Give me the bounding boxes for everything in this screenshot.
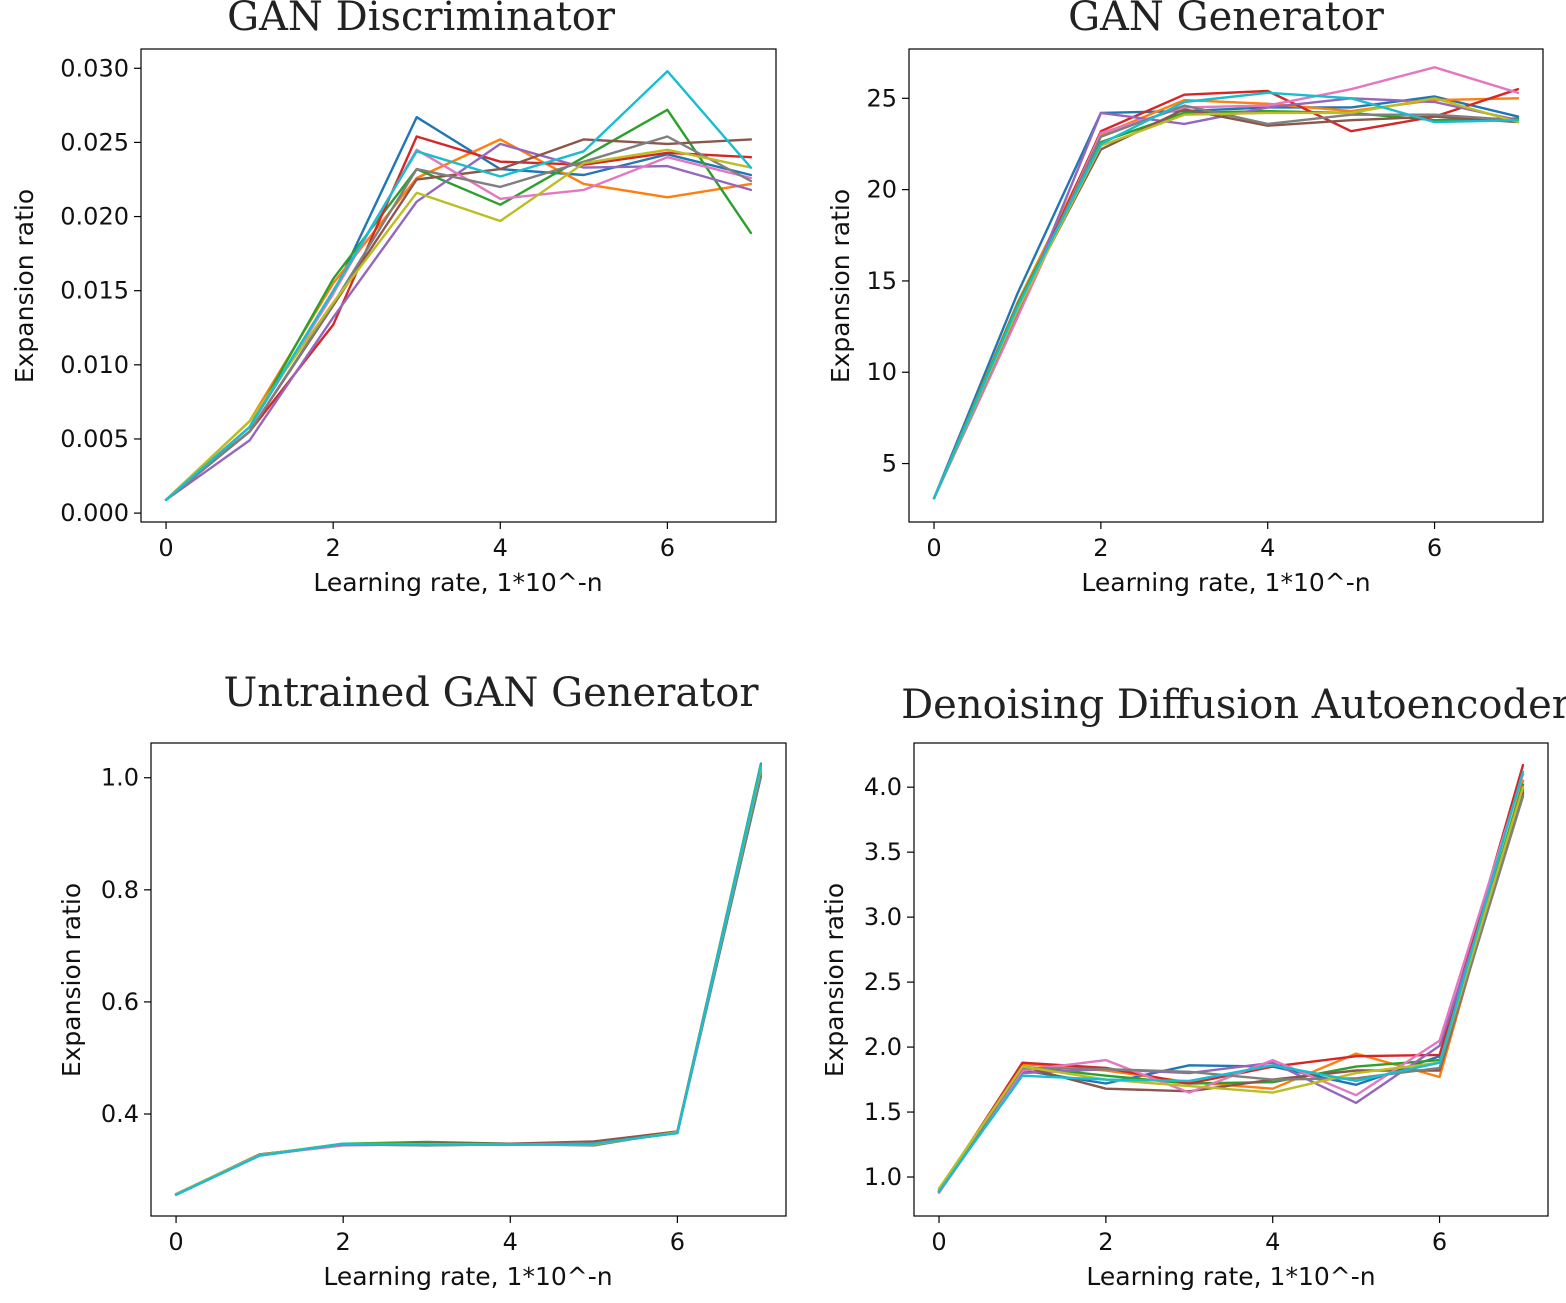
x-tick-label: 2 xyxy=(1093,534,1108,562)
series-line-2 xyxy=(937,779,1525,1192)
y-tick-label: 0.010 xyxy=(60,351,129,379)
x-tick-label: 4 xyxy=(493,534,508,562)
series-line-6 xyxy=(937,791,1525,1193)
x-tick-label: 2 xyxy=(326,534,341,562)
y-axis-label: Expansion ratio xyxy=(10,189,39,383)
panel-title: GAN Generator xyxy=(1068,0,1385,40)
series-line-5 xyxy=(164,142,753,501)
series-line-9 xyxy=(932,97,1520,500)
panel-gan-generator: GAN Generator 0 2 4 6 5 10 15 20 25 Learning rat… xyxy=(826,0,1544,597)
x-tick-label: 6 xyxy=(660,534,675,562)
series-line-4 xyxy=(937,763,1525,1193)
series-line-1 xyxy=(932,95,1520,500)
y-axis-label: Expansion ratio xyxy=(826,189,855,383)
tick-layer: 0 2 4 6 5 10 15 20 25 xyxy=(866,84,1442,562)
y-tick-label: 0.005 xyxy=(60,425,129,453)
axes-frame xyxy=(913,742,1549,1217)
panel-title: Untrained GAN Generator xyxy=(224,670,760,716)
y-tick-label: 0.8 xyxy=(101,876,139,904)
x-tick-label: 4 xyxy=(1260,534,1275,562)
y-axis-label: Expansion ratio xyxy=(57,883,86,1077)
series-line-7 xyxy=(164,148,753,501)
y-tick-label: 0.020 xyxy=(60,203,129,231)
y-tick-label: 1.0 xyxy=(864,1163,902,1191)
series-line-10 xyxy=(174,764,763,1196)
x-axis-label: Learning rate, 1*10^-n xyxy=(323,1262,612,1291)
series-line-9 xyxy=(937,786,1525,1190)
x-tick-label: 2 xyxy=(336,1228,351,1256)
series-line-8 xyxy=(937,795,1525,1193)
axes-frame xyxy=(140,48,777,523)
series-line-4 xyxy=(164,135,753,501)
y-tick-label: 2.5 xyxy=(864,968,902,996)
series-line-5 xyxy=(937,792,1525,1194)
plot-area xyxy=(937,763,1525,1194)
series-line-2 xyxy=(164,138,753,501)
tick-layer: 0 2 4 6 0.000 0.005 0.010 0.015 0.020 0.025 0.030 xyxy=(60,54,675,562)
y-tick-label: 15 xyxy=(866,267,897,295)
y-tick-label: 1.5 xyxy=(864,1098,902,1126)
x-tick-label: 2 xyxy=(1098,1228,1113,1256)
axes-frame xyxy=(150,742,787,1217)
series-line-6 xyxy=(164,138,753,501)
y-tick-label: 0.030 xyxy=(60,54,129,82)
series-line-7 xyxy=(932,66,1520,500)
series-line-3 xyxy=(174,762,763,1196)
series-line-10 xyxy=(932,91,1520,500)
series-line-8 xyxy=(174,773,763,1196)
y-tick-label: 4.0 xyxy=(864,773,902,801)
series-line-6 xyxy=(174,765,763,1196)
y-tick-label: 5 xyxy=(882,450,897,478)
series-line-3 xyxy=(937,783,1525,1193)
x-tick-label: 4 xyxy=(1265,1228,1280,1256)
x-tick-label: 0 xyxy=(158,534,173,562)
y-tick-label: 0.4 xyxy=(101,1100,139,1128)
y-tick-label: 20 xyxy=(866,176,897,204)
x-tick-label: 6 xyxy=(1432,1228,1447,1256)
y-tick-label: 3.0 xyxy=(864,903,902,931)
y-tick-label: 3.5 xyxy=(864,838,902,866)
tick-layer: 0 2 4 6 1.0 1.5 2.0 2.5 3.0 3.5 4.0 xyxy=(864,773,1447,1256)
x-tick-label: 6 xyxy=(670,1228,685,1256)
panel-denoising-diffusion-autoencoder: Denoising Diffusion Autoencoder 0 2 4 6 1.0 1… xyxy=(820,682,1566,1291)
panel-title: Denoising Diffusion Autoencoder xyxy=(901,682,1566,728)
x-axis-label: Learning rate, 1*10^-n xyxy=(1081,568,1370,597)
y-tick-label: 2.0 xyxy=(864,1033,902,1061)
y-axis-label: Expansion ratio xyxy=(820,883,849,1077)
series-line-7 xyxy=(937,773,1525,1194)
x-tick-label: 0 xyxy=(926,534,941,562)
x-tick-label: 0 xyxy=(168,1228,183,1256)
series-line-9 xyxy=(164,148,753,501)
y-tick-label: 0.015 xyxy=(60,277,129,305)
y-tick-label: 0.6 xyxy=(101,988,139,1016)
plot-area xyxy=(174,762,763,1196)
y-tick-label: 0.000 xyxy=(60,499,129,527)
y-tick-label: 1.0 xyxy=(101,764,139,792)
y-tick-label: 25 xyxy=(866,84,897,112)
series-line-10 xyxy=(937,770,1525,1193)
x-tick-label: 4 xyxy=(503,1228,518,1256)
x-axis-label: Learning rate, 1*10^-n xyxy=(313,568,602,597)
series-line-3 xyxy=(164,108,753,501)
x-tick-label: 0 xyxy=(931,1228,946,1256)
panel-title: GAN Discriminator xyxy=(227,0,616,40)
tick-layer: 0 2 4 6 0.4 0.6 0.8 1.0 xyxy=(101,764,685,1256)
y-tick-label: 0.025 xyxy=(60,128,129,156)
y-tick-label: 10 xyxy=(866,358,897,386)
panel-gan-discriminator: GAN Discriminator 0 2 4 6 0.000 0.005 0.010 0.0… xyxy=(10,0,777,597)
plot-area xyxy=(164,69,753,501)
series-line-10 xyxy=(164,69,753,501)
plot-area xyxy=(932,66,1520,500)
panel-untrained-gan-generator: Untrained GAN Generator 0 2 4 6 0.4 0.6 0.8 1.0… xyxy=(57,670,787,1291)
axes-frame xyxy=(908,48,1544,523)
series-line-1 xyxy=(937,788,1525,1194)
series-line-8 xyxy=(164,135,753,501)
x-axis-label: Learning rate, 1*10^-n xyxy=(1086,1262,1375,1291)
series-line-9 xyxy=(174,766,763,1196)
x-tick-label: 6 xyxy=(1427,534,1442,562)
